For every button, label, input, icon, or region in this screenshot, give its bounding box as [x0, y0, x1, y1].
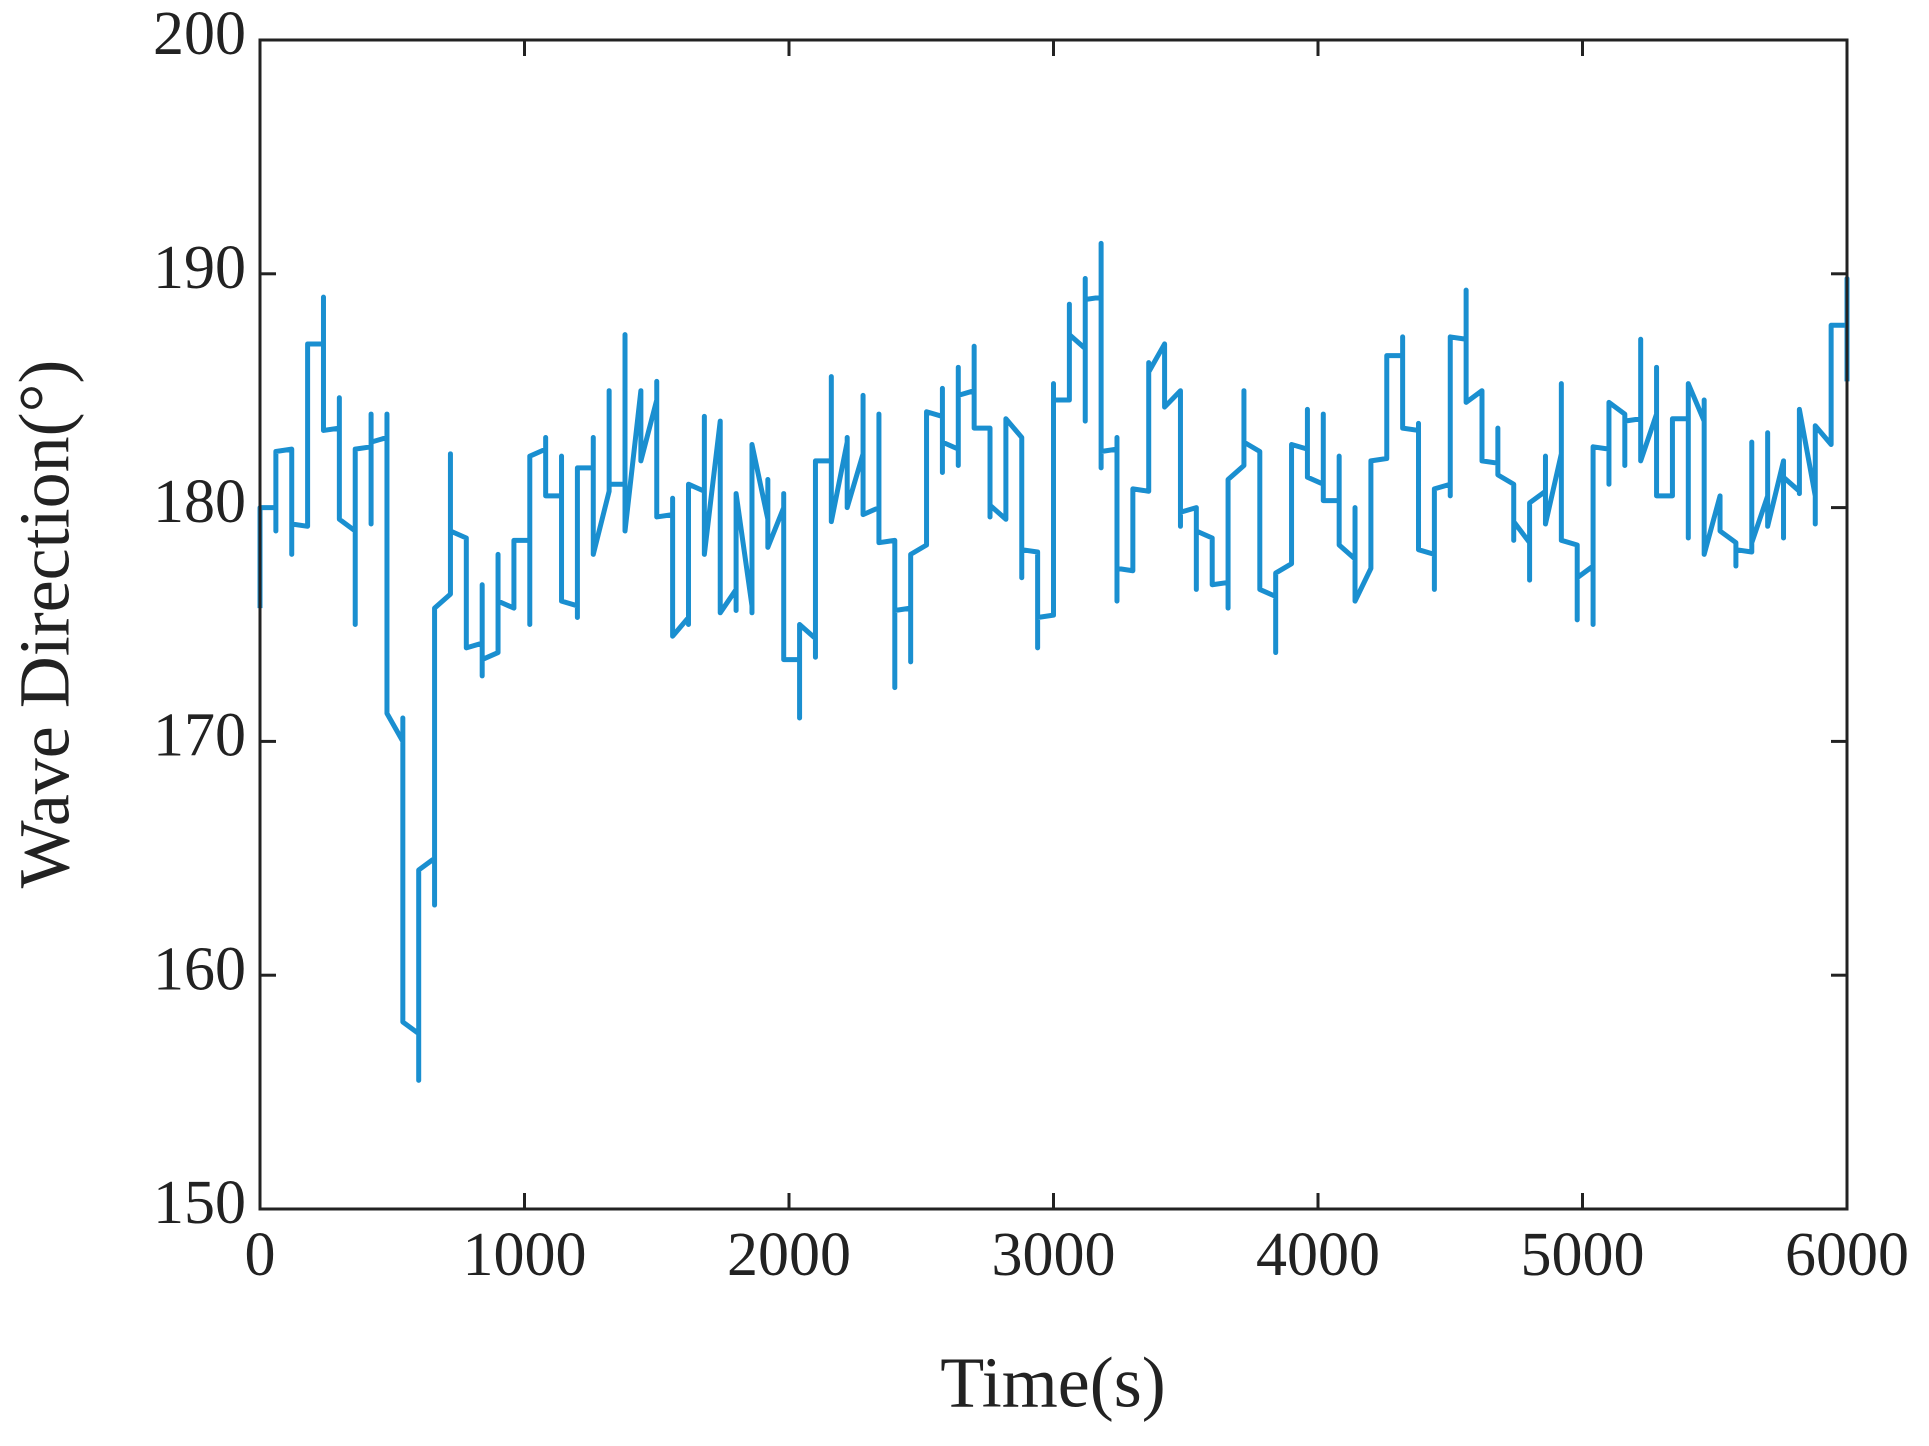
x-tick-label: 1000 [463, 1221, 587, 1289]
data-line [257, 240, 1850, 1083]
y-tick-label: 160 [153, 935, 246, 1003]
y-tick-label: 200 [153, 0, 246, 68]
x-tick-label: 6000 [1785, 1221, 1909, 1289]
x-tick-label: 2000 [727, 1221, 851, 1289]
x-tick-label: 4000 [1256, 1221, 1380, 1289]
x-tick-label: 0 [245, 1221, 276, 1289]
y-tick-label: 190 [153, 234, 246, 302]
y-tick-label: 180 [153, 468, 246, 536]
x-tick-label: 5000 [1521, 1221, 1645, 1289]
x-tick-label: 3000 [992, 1221, 1116, 1289]
y-axis-label: Wave Direction(°) [5, 360, 85, 889]
plot-frame [258, 38, 1849, 1211]
y-tick-label: 170 [153, 702, 246, 770]
x-axis-label: Time(s) [940, 1343, 1165, 1423]
y-tick-label: 150 [153, 1169, 246, 1237]
